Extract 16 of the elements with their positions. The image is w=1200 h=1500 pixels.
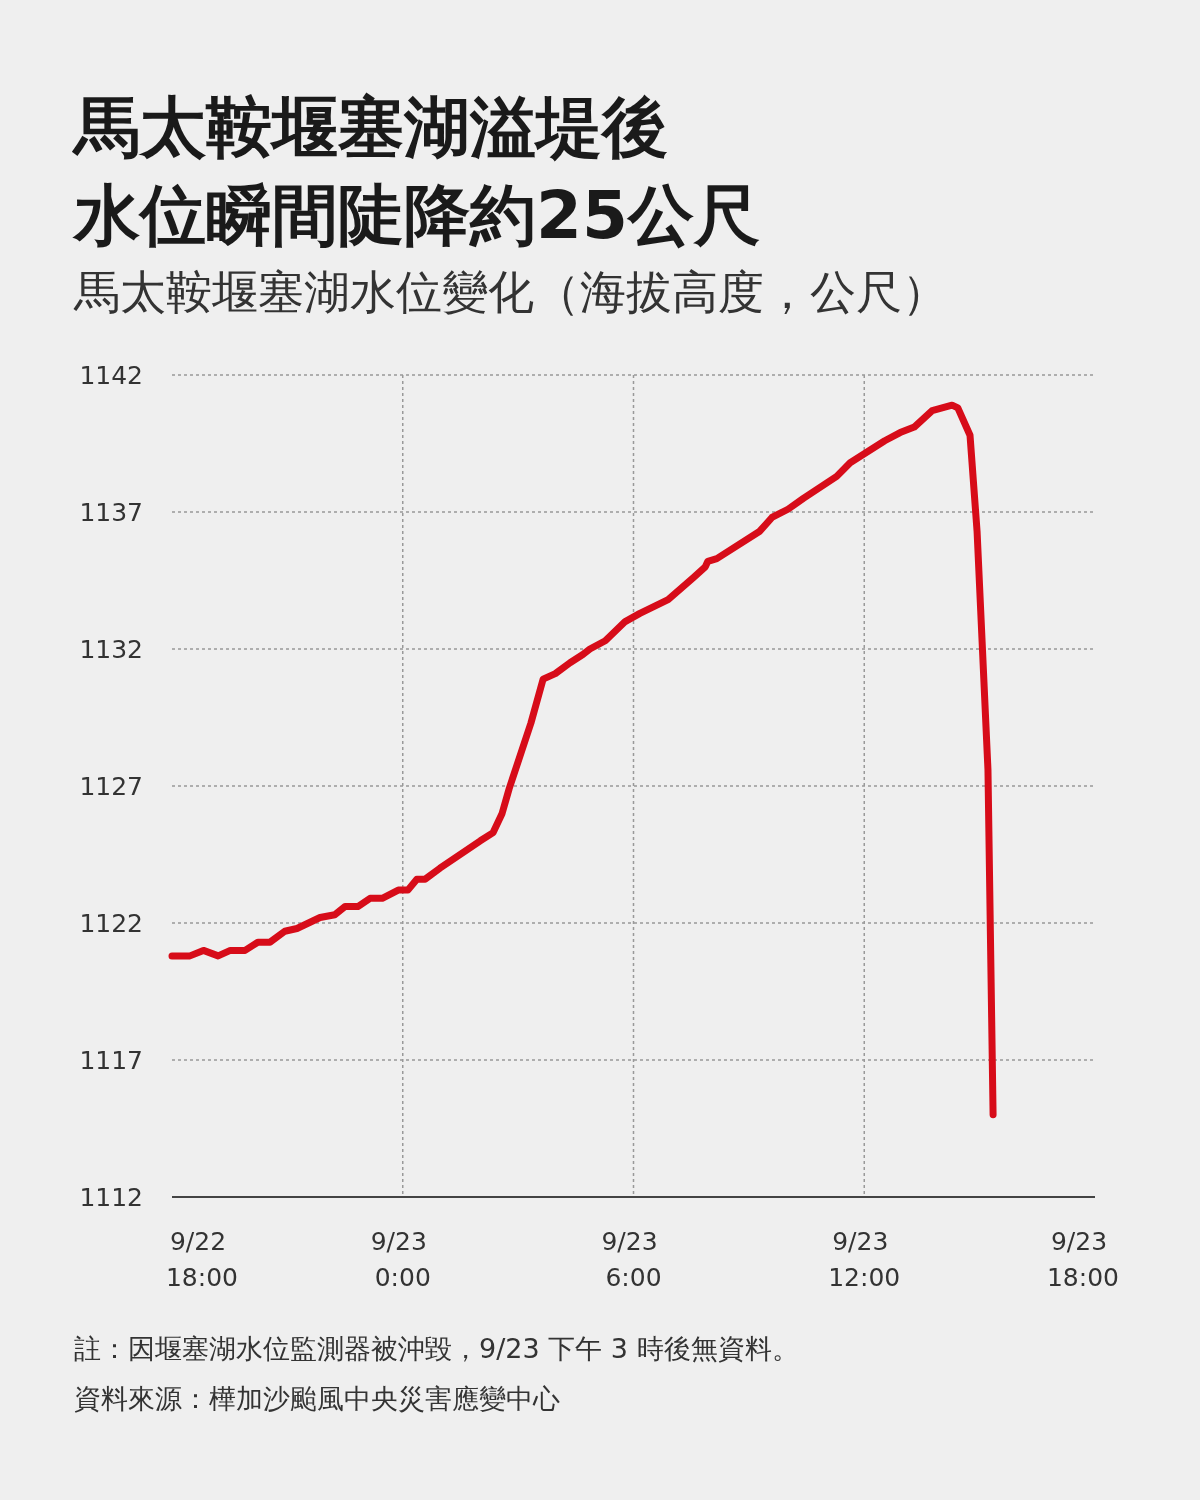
annotation: 資料來源：樺加沙颱風中央災害應變中心	[74, 1383, 560, 1414]
y-tick-label: 1117	[79, 1046, 143, 1075]
annotation: 註：因堰塞湖水位監測器被沖毀，9/23 下午 3 時後無資料。	[74, 1333, 799, 1364]
title: 馬太鞍堰塞湖溢堤後水位瞬間陡降約25公尺	[74, 88, 761, 256]
x-tick-label: 9/23 6:00	[601, 1227, 666, 1292]
y-tick-label: 1112	[79, 1183, 143, 1212]
y-tick-label: 1122	[79, 909, 143, 938]
x-tick-label: 9/22 18:00	[165, 1227, 239, 1292]
x-tick-label: 9/23 12:00	[828, 1227, 901, 1292]
y-tick-label: 1137	[79, 498, 143, 527]
x-tick-label: 9/23 0:00	[370, 1227, 435, 1292]
y-tick-label: 1142	[79, 361, 143, 390]
x-tick-label: 9/23 18:00	[1046, 1227, 1120, 1292]
y-tick-label: 1127	[79, 772, 143, 801]
y-tick-label: 1132	[79, 635, 143, 664]
subtitle: 馬太鞍堰塞湖水位變化（海拔高度，公尺）	[74, 265, 948, 319]
